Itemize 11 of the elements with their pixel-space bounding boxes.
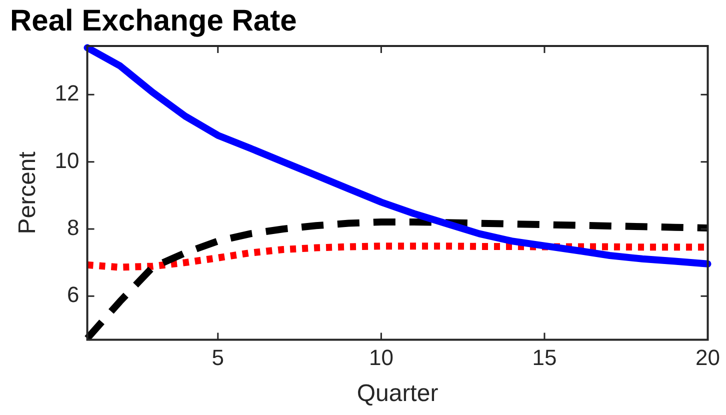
chart-title: Real Exchange Rate (10, 4, 297, 38)
y-tick-label: 12 (54, 80, 80, 106)
y-tick-label: 6 (67, 282, 80, 308)
x-tick-label: 10 (368, 345, 394, 370)
x-tick-label: 20 (696, 345, 720, 370)
y-tick-label: 8 (67, 215, 80, 240)
x-tick-label: 5 (212, 345, 224, 370)
y-tick-label: 10 (54, 148, 80, 173)
y-axis-title: Percent (14, 151, 42, 234)
x-axis-title: Quarter (356, 380, 438, 408)
x-tick-label: 15 (532, 345, 557, 370)
